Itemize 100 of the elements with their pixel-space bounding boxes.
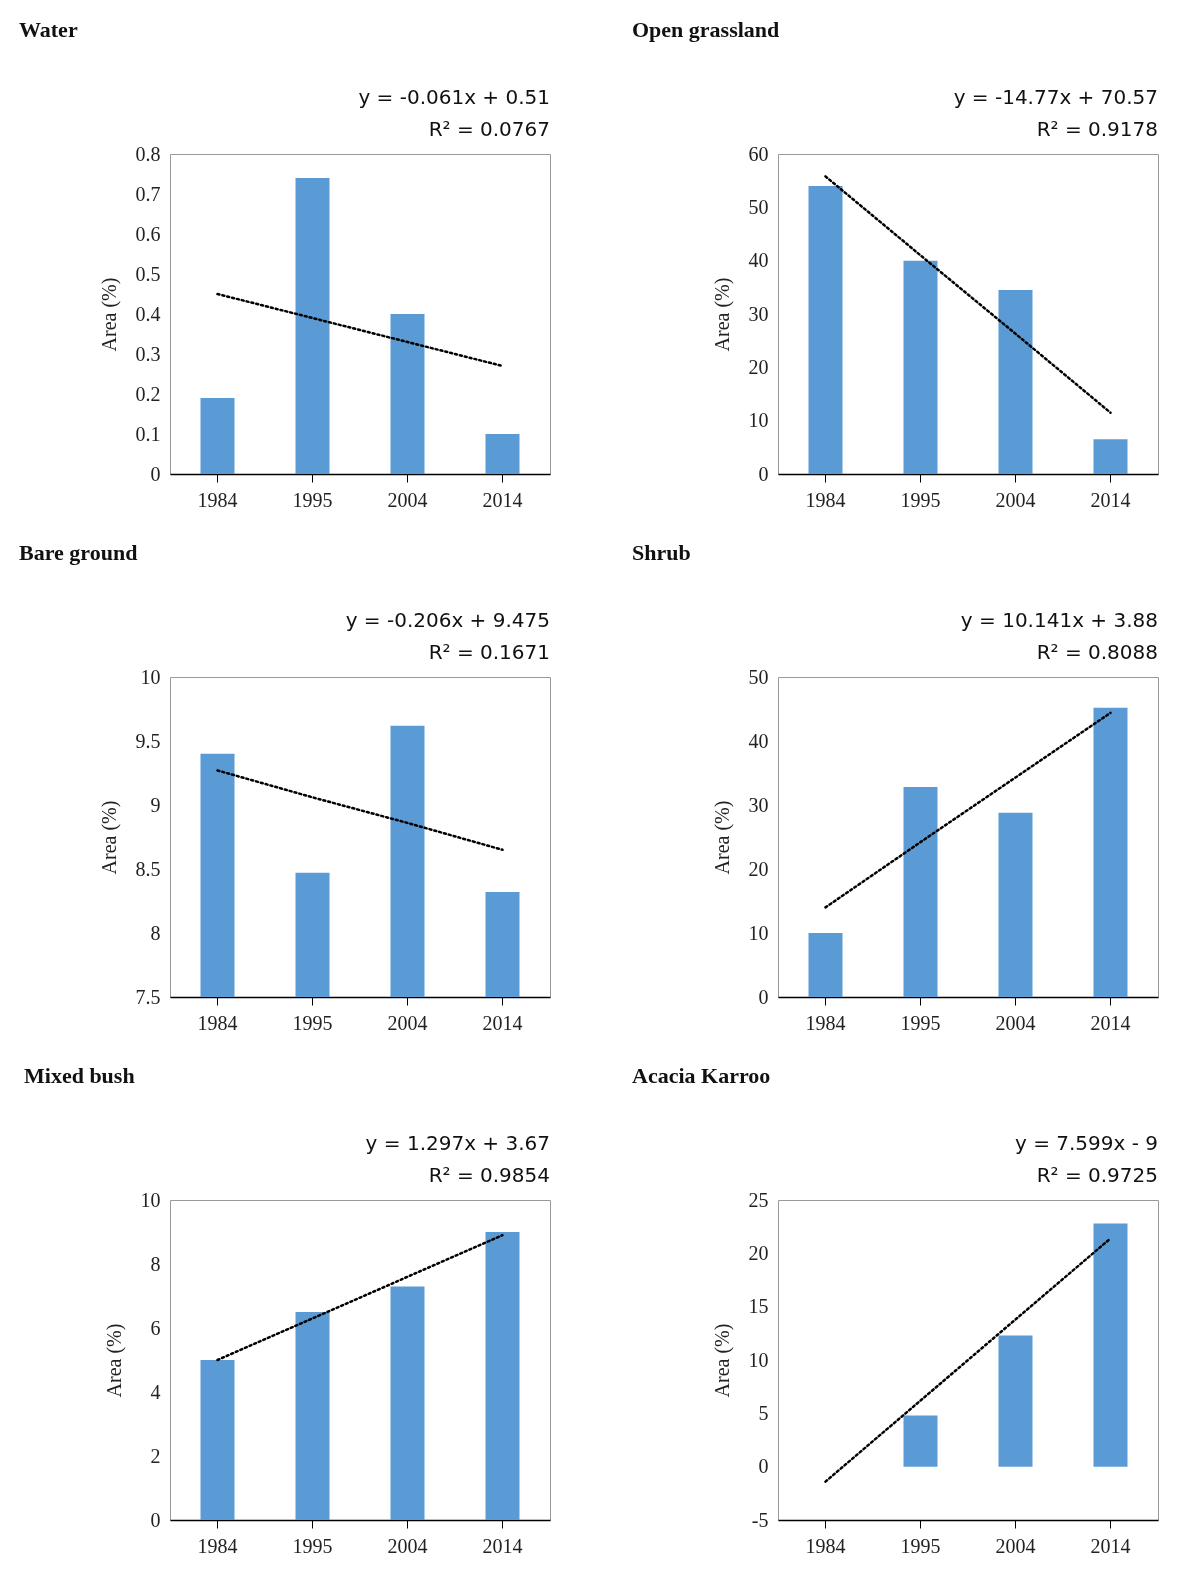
- y-tick-label: 0.1: [135, 422, 161, 445]
- x-tick-label: 1995: [900, 488, 941, 511]
- line-series: [824, 175, 1112, 414]
- text: y = 10.141x + 3.88: [960, 608, 1158, 632]
- y-tick-label: 40: [748, 249, 769, 272]
- y-axis-title: Area (%): [97, 277, 121, 352]
- y-tick-label: 0: [150, 1508, 161, 1531]
- y-tick-label: 40: [748, 729, 769, 752]
- chart-title: Open grassland: [632, 17, 780, 42]
- y-tick-label: 0.3: [135, 342, 161, 365]
- text: y = -14.77x + 70.57: [953, 85, 1158, 109]
- x-tick-label: 1984: [197, 1011, 238, 1034]
- y-tick-label: 9.5: [135, 729, 161, 752]
- text: R² = 0.9178: [1036, 117, 1158, 141]
- text: y = -0.206x + 9.475: [345, 608, 550, 632]
- y-tick-label: 20: [748, 1241, 769, 1264]
- x-tick-label: 1984: [197, 1534, 238, 1557]
- y-axis-title: Area (%): [710, 277, 734, 352]
- x-tick-label: 1995: [292, 488, 333, 511]
- x-tick-label: 2014: [482, 488, 523, 511]
- bar: [200, 398, 235, 474]
- y-tick-label: 7.5: [135, 985, 161, 1008]
- y-tick-label: 10: [748, 409, 769, 432]
- x-tick-label: 2004: [387, 1534, 428, 1557]
- x-tick-label: 2014: [1090, 1011, 1131, 1034]
- bar: [903, 787, 938, 997]
- bar: [998, 812, 1033, 997]
- y-tick-label: 6: [150, 1316, 161, 1339]
- bar: [808, 933, 843, 997]
- chart-title: Mixed bush: [24, 1063, 135, 1088]
- x-tick-label: 1984: [197, 488, 238, 511]
- text: R² = 0.1671: [428, 640, 550, 664]
- y-tick-label: 0.8: [135, 142, 161, 165]
- y-axis-title: Area (%): [97, 800, 121, 875]
- bar: [903, 260, 938, 474]
- x-tick-label: 2014: [1090, 1534, 1131, 1557]
- line-series: [216, 769, 504, 852]
- y-tick-label: 30: [748, 302, 769, 325]
- bar: [200, 1360, 235, 1520]
- y-tick-label: 0.4: [135, 302, 161, 325]
- bar: [808, 186, 843, 474]
- y-tick-label: 0.5: [135, 262, 161, 285]
- y-axis-title: Area (%): [710, 800, 734, 875]
- y-tick-label: 8: [150, 1252, 161, 1275]
- y-tick-label: 10: [140, 665, 161, 688]
- y-tick-label: 5: [758, 1401, 769, 1424]
- y-tick-label: 0: [758, 462, 769, 485]
- y-tick-label: 0.6: [135, 222, 161, 245]
- y-tick-label: 15: [748, 1295, 769, 1318]
- x-tick-label: 2004: [995, 1534, 1036, 1557]
- x-tick-label: 2004: [995, 1011, 1036, 1034]
- bar: [1093, 707, 1128, 997]
- chart-title: Bare ground: [19, 540, 138, 565]
- y-tick-label: 0: [758, 985, 769, 1008]
- x-tick-label: 1995: [900, 1534, 941, 1557]
- y-tick-label: 50: [748, 195, 769, 218]
- y-tick-label: 0.2: [135, 382, 161, 405]
- text: y = 1.297x + 3.67: [365, 1131, 550, 1155]
- y-tick-label: 0: [758, 1455, 769, 1478]
- y-tick-label: 60: [748, 142, 769, 165]
- y-tick-label: 0: [150, 462, 161, 485]
- x-tick-label: 2004: [387, 1011, 428, 1034]
- y-tick-label: 10: [140, 1188, 161, 1211]
- line-series: [216, 292, 504, 368]
- y-tick-label: 0.7: [135, 182, 161, 205]
- x-tick-label: 1984: [805, 1534, 846, 1557]
- text: R² = 0.9725: [1036, 1163, 1158, 1187]
- text: R² = 0.8088: [1036, 640, 1158, 664]
- line-series: [216, 1233, 504, 1362]
- x-tick-label: 2004: [387, 488, 428, 511]
- y-tick-label: 8: [150, 921, 161, 944]
- bar: [485, 1232, 520, 1520]
- y-axis-title: Area (%): [710, 1323, 734, 1398]
- bar: [390, 1286, 425, 1520]
- y-tick-label: 10: [748, 1348, 769, 1371]
- text: R² = 0.0767: [428, 117, 550, 141]
- chart-title: Shrub: [632, 540, 691, 565]
- text: y = -0.061x + 0.51: [358, 85, 550, 109]
- bar: [903, 1415, 938, 1467]
- bar: [390, 314, 425, 474]
- bar: [998, 290, 1033, 474]
- bar: [295, 178, 330, 474]
- y-tick-label: 9: [150, 793, 161, 816]
- x-tick-label: 2014: [1090, 488, 1131, 511]
- line-series: [824, 1237, 1112, 1483]
- line-series: [824, 711, 1112, 909]
- x-tick-label: 2014: [482, 1011, 523, 1034]
- x-tick-label: 1995: [292, 1011, 333, 1034]
- chart-title: Acacia Karroo: [632, 1063, 771, 1088]
- bar: [1093, 1223, 1128, 1467]
- y-tick-label: 20: [748, 355, 769, 378]
- x-tick-label: 2004: [995, 488, 1036, 511]
- bar: [485, 434, 520, 474]
- y-tick-label: 8.5: [135, 857, 161, 880]
- x-tick-label: 2014: [482, 1534, 523, 1557]
- x-tick-label: 1984: [805, 488, 846, 511]
- y-tick-label: -5: [751, 1508, 769, 1531]
- y-tick-label: 25: [748, 1188, 769, 1211]
- y-tick-label: 10: [748, 921, 769, 944]
- bar: [295, 1312, 330, 1520]
